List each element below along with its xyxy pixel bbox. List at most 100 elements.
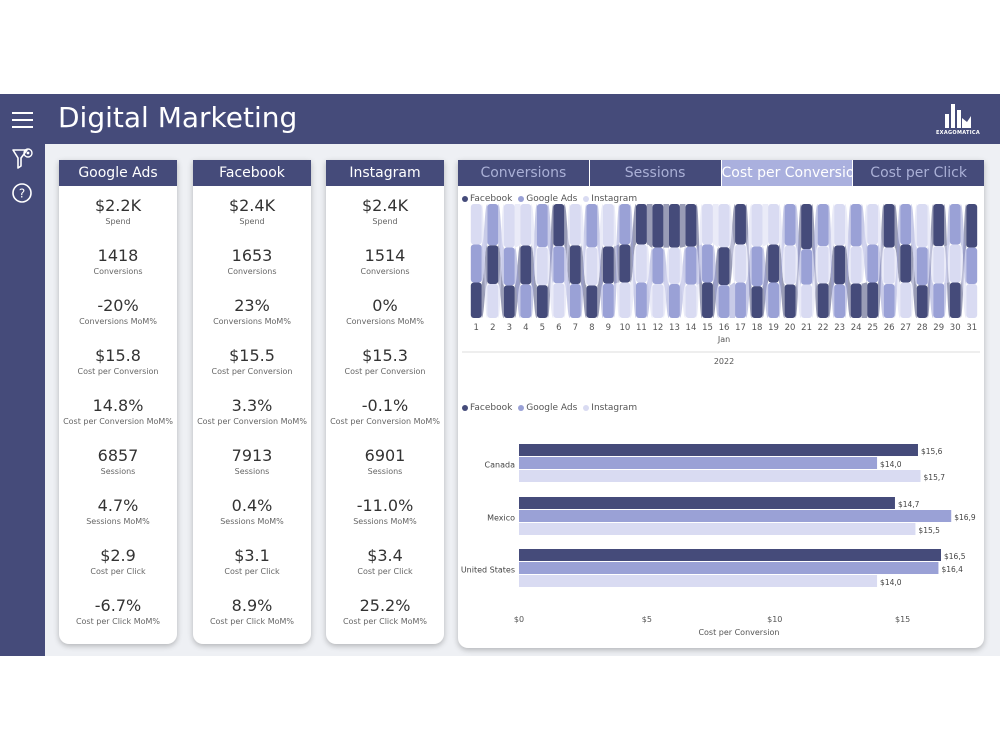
ribbon-bar-instagram[interactable]: [553, 283, 565, 318]
ribbon-instagram[interactable]: [828, 204, 835, 284]
legend-item-google-ads[interactable]: Google Ads: [518, 194, 577, 204]
ribbon-bar-facebook[interactable]: [470, 282, 482, 318]
ribbon-bar-instagram[interactable]: [602, 204, 614, 247]
ribbon-bar-facebook[interactable]: [669, 204, 680, 248]
help-icon[interactable]: ?: [0, 178, 45, 208]
ribbon-bar-google-ads[interactable]: [718, 285, 730, 318]
ribbon-bar-facebook[interactable]: [718, 247, 730, 286]
ribbon-bar-instagram[interactable]: [669, 247, 680, 285]
ribbon-bar-facebook[interactable]: [768, 244, 779, 283]
ribbon-bar-instagram[interactable]: [569, 204, 581, 246]
bar-instagram[interactable]: [519, 575, 878, 587]
ribbon-bar-instagram[interactable]: [834, 204, 846, 246]
ribbon-bar-facebook[interactable]: [850, 283, 862, 318]
ribbon-bar-instagram[interactable]: [520, 204, 532, 246]
ribbon-bar-instagram[interactable]: [635, 244, 647, 283]
ribbon-bar-instagram[interactable]: [718, 204, 730, 248]
ribbon-instagram[interactable]: [960, 244, 967, 318]
ribbon-bar-facebook[interactable]: [702, 282, 713, 318]
ribbon-bar-google-ads[interactable]: [883, 284, 895, 318]
ribbon-google-ads[interactable]: [630, 204, 636, 318]
ribbon-google-ads[interactable]: [812, 204, 818, 285]
ribbon-bar-instagram[interactable]: [735, 244, 746, 283]
ribbon-bar-google-ads[interactable]: [569, 284, 581, 318]
ribbon-instagram[interactable]: [927, 204, 934, 284]
ribbon-bar-instagram[interactable]: [751, 204, 763, 247]
ribbon-instagram[interactable]: [911, 204, 917, 318]
ribbon-bar-facebook[interactable]: [685, 204, 697, 247]
ribbon-instagram[interactable]: [531, 204, 537, 286]
legend-item-google-ads[interactable]: Google Ads: [518, 403, 577, 413]
bar-facebook[interactable]: [519, 444, 918, 456]
ribbon-google-ads[interactable]: [894, 204, 901, 318]
ribbon-instagram[interactable]: [696, 204, 703, 318]
ribbon-bar-instagram[interactable]: [867, 204, 879, 245]
ribbon-facebook[interactable]: [679, 204, 686, 248]
ribbon-bar-google-ads[interactable]: [900, 204, 912, 245]
ribbon-bar-google-ads[interactable]: [768, 282, 779, 318]
tab-cost-per-conversion[interactable]: Cost per Conversion: [721, 160, 854, 186]
ribbon-bar-instagram[interactable]: [536, 247, 548, 286]
ribbon-facebook[interactable]: [646, 204, 653, 248]
ribbon-bar-instagram[interactable]: [503, 204, 515, 248]
ribbon-google-ads[interactable]: [547, 204, 554, 284]
ribbon-bar-google-ads[interactable]: [949, 204, 961, 245]
ribbon-instagram[interactable]: [514, 204, 521, 248]
ribbon-bar-facebook[interactable]: [652, 204, 664, 248]
ribbon-bar-google-ads[interactable]: [685, 246, 697, 285]
ribbon-bar-instagram[interactable]: [801, 284, 813, 318]
ribbon-bar-facebook[interactable]: [900, 244, 912, 283]
bar-google-ads[interactable]: [519, 510, 952, 522]
ribbon-bar-instagram[interactable]: [586, 247, 598, 286]
ribbon-bar-google-ads[interactable]: [503, 247, 515, 286]
ribbon-bar-google-ads[interactable]: [850, 204, 862, 247]
ribbon-instagram[interactable]: [894, 247, 901, 318]
ribbon-bar-facebook[interactable]: [602, 246, 614, 284]
ribbon-instagram[interactable]: [630, 244, 636, 318]
ribbon-bar-google-ads[interactable]: [520, 284, 532, 318]
ribbon-google-ads[interactable]: [745, 246, 752, 318]
ribbon-bar-instagram[interactable]: [784, 245, 796, 285]
ribbon-bar-instagram[interactable]: [949, 244, 961, 283]
ribbon-bar-google-ads[interactable]: [635, 282, 647, 318]
ribbon-instagram[interactable]: [481, 204, 488, 318]
ribbon-bar-google-ads[interactable]: [916, 247, 928, 286]
ribbon-bar-instagram[interactable]: [652, 284, 664, 318]
ribbon-facebook[interactable]: [894, 204, 901, 283]
ribbon-google-ads[interactable]: [712, 244, 719, 318]
ribbon-bar-facebook[interactable]: [801, 204, 813, 250]
ribbon-bar-google-ads[interactable]: [470, 244, 482, 283]
ribbon-bar-google-ads[interactable]: [735, 282, 746, 318]
ribbon-bar-facebook[interactable]: [520, 245, 532, 285]
ribbon-bar-instagram[interactable]: [817, 246, 829, 284]
legend-item-facebook[interactable]: Facebook: [462, 403, 512, 413]
bar-facebook[interactable]: [519, 497, 895, 509]
ribbon-bar-instagram[interactable]: [900, 282, 912, 318]
ribbon-instagram[interactable]: [845, 204, 851, 284]
ribbon-instagram[interactable]: [646, 244, 653, 318]
ribbon-instagram[interactable]: [564, 204, 570, 318]
ribbon-bar-facebook[interactable]: [635, 204, 647, 245]
ribbon-bar-google-ads[interactable]: [602, 283, 614, 318]
ribbon-google-ads[interactable]: [729, 282, 736, 318]
ribbon-google-ads[interactable]: [564, 246, 570, 318]
ribbon-bar-google-ads[interactable]: [536, 204, 548, 248]
ribbon-bar-facebook[interactable]: [751, 286, 763, 318]
ribbon-google-ads[interactable]: [481, 204, 488, 283]
ribbon-bar-facebook[interactable]: [586, 285, 598, 318]
ribbon-bar-google-ads[interactable]: [834, 284, 846, 318]
bar-google-ads[interactable]: [519, 562, 939, 574]
ribbon-bar-instagram[interactable]: [619, 282, 631, 318]
ribbon-bar-facebook[interactable]: [784, 284, 796, 318]
tab-sessions[interactable]: Sessions: [589, 160, 722, 186]
ribbon-bar-facebook[interactable]: [817, 283, 829, 318]
ribbon-bar-facebook[interactable]: [553, 204, 565, 247]
ribbon-instagram[interactable]: [861, 204, 868, 284]
ribbon-bar-instagram[interactable]: [685, 284, 697, 318]
menu-icon[interactable]: [0, 106, 45, 136]
ribbon-bar-facebook[interactable]: [619, 244, 631, 283]
ribbon-instagram[interactable]: [597, 204, 603, 286]
ribbon-bar-facebook[interactable]: [834, 245, 846, 285]
ribbon-facebook[interactable]: [663, 204, 670, 248]
bar-google-ads[interactable]: [519, 457, 878, 469]
